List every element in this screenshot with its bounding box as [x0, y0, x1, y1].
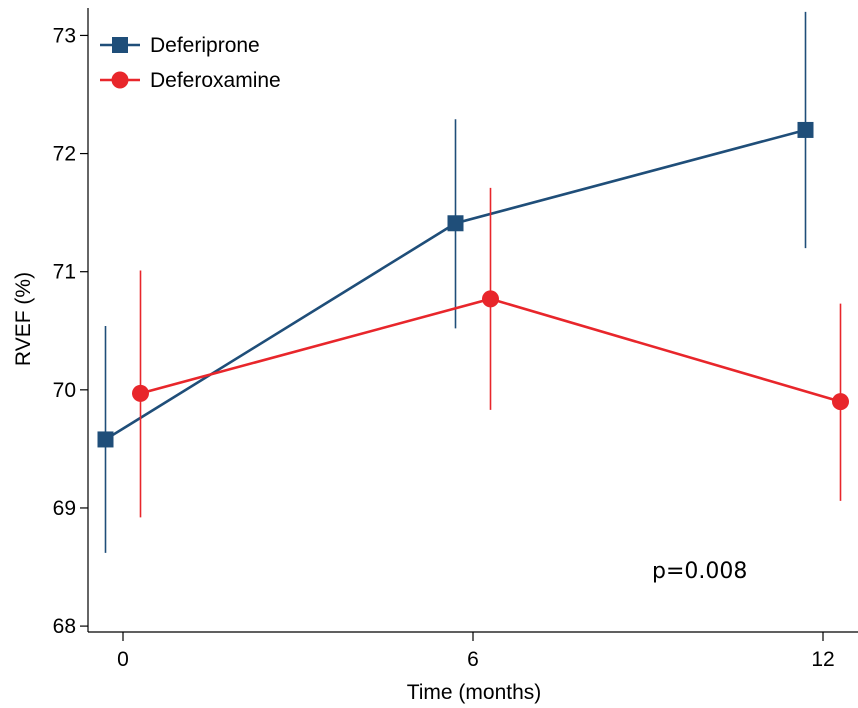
- y-tick-label: 68: [53, 615, 76, 638]
- data-point: [97, 431, 114, 448]
- y-tick-label: 70: [53, 379, 76, 402]
- x-axis: 0 6 12: [88, 631, 858, 671]
- legend-item-deferiprone: Deferiprone: [100, 34, 260, 57]
- x-tick-label: 0: [117, 648, 129, 671]
- legend-marker: [111, 71, 129, 89]
- y-tick-label: 72: [53, 143, 76, 166]
- y-axis: 68 69 70 71 72 73: [53, 8, 89, 638]
- y-tick-label: 73: [53, 24, 76, 47]
- legend-item-deferoxamine: Deferoxamine: [100, 69, 281, 92]
- legend-label: Deferiprone: [150, 34, 260, 57]
- y-tick-label: 69: [53, 497, 76, 520]
- series-deferiprone: [97, 11, 814, 553]
- x-tick-label: 12: [811, 648, 834, 671]
- p-value-annotation: p=0.008: [652, 559, 747, 584]
- legend: Deferiprone Deferoxamine: [100, 34, 281, 92]
- x-axis-title: Time (months): [407, 681, 542, 704]
- data-point: [447, 215, 464, 232]
- data-point: [482, 290, 499, 308]
- data-point: [832, 393, 849, 411]
- plot-series: [97, 11, 849, 553]
- series-deferoxamine: [132, 187, 849, 518]
- y-axis-title: RVEF (%): [12, 272, 35, 366]
- data-point: [797, 121, 814, 138]
- y-tick-label: 71: [53, 261, 76, 284]
- x-tick-label: 6: [467, 648, 479, 671]
- legend-label: Deferoxamine: [150, 69, 281, 92]
- data-point: [132, 384, 149, 402]
- legend-marker: [112, 37, 128, 53]
